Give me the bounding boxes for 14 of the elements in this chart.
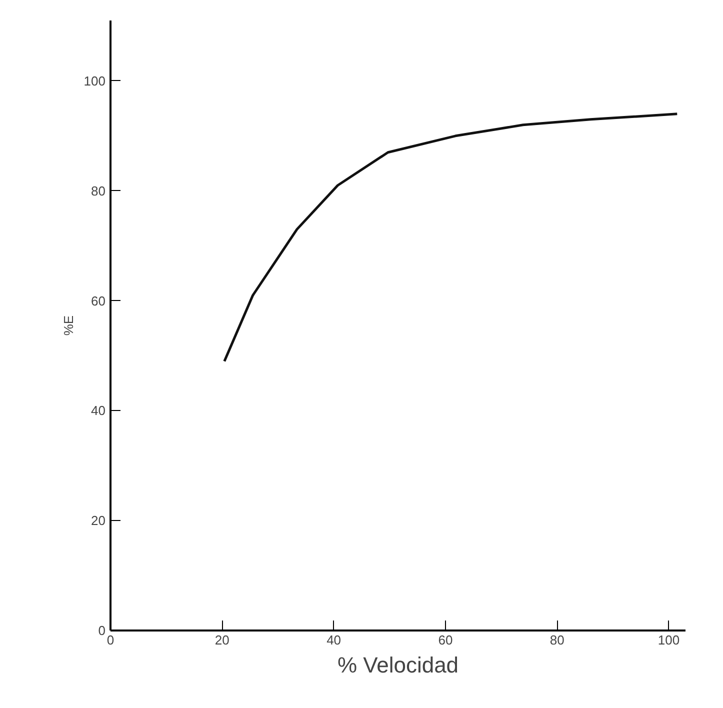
y-tick-label: 60 [91,293,106,308]
x-axis-title: % Velocidad [337,652,459,678]
line-series [223,112,678,362]
x-tick-label: 80 [550,632,564,648]
x-tick-label: 40 [326,632,342,648]
y-tick-label: 100 [84,73,106,88]
x-tick-label: 100 [658,632,680,648]
y-axis-title: %E [60,315,76,336]
x-tick-label: 20 [214,632,230,648]
x-tick-label: 60 [438,632,453,648]
y-tick-label: 40 [91,403,106,418]
y-tick-label: 20 [91,513,106,528]
y-tick-label: 0 [98,623,106,638]
y-tick-label: 80 [91,183,106,198]
